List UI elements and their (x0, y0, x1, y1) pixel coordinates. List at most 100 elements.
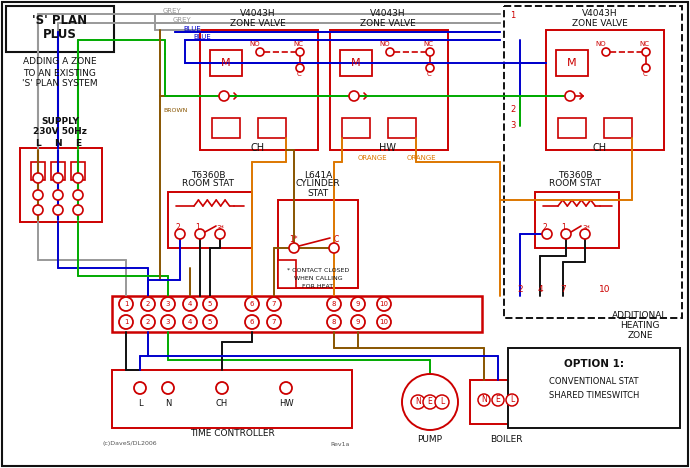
Circle shape (53, 173, 63, 183)
Text: 2: 2 (518, 285, 523, 294)
Bar (210, 50, 242, 76)
Circle shape (53, 205, 63, 215)
Circle shape (141, 297, 155, 311)
Circle shape (426, 48, 434, 56)
Text: 2: 2 (176, 224, 180, 233)
Text: CONVENTIONAL STAT: CONVENTIONAL STAT (549, 378, 639, 387)
Text: 1: 1 (510, 12, 515, 21)
Bar (20, 148, 102, 222)
Bar (388, 118, 416, 138)
Circle shape (119, 315, 133, 329)
Circle shape (327, 315, 341, 329)
Text: BOILER: BOILER (490, 436, 522, 445)
Text: TO AN EXISTING: TO AN EXISTING (23, 68, 97, 78)
Text: ZONE VALVE: ZONE VALVE (572, 19, 628, 28)
Circle shape (602, 48, 610, 56)
Circle shape (280, 382, 292, 394)
Text: 2: 2 (146, 301, 150, 307)
Bar (508, 348, 680, 428)
Text: OPTION 1:: OPTION 1: (564, 359, 624, 369)
Circle shape (245, 297, 259, 311)
Circle shape (289, 243, 299, 253)
Circle shape (203, 297, 217, 311)
Text: STAT: STAT (308, 189, 328, 197)
Bar (278, 260, 296, 288)
Text: M: M (351, 58, 361, 68)
Circle shape (53, 190, 63, 200)
Text: M: M (221, 58, 231, 68)
Text: ROOM STAT: ROOM STAT (182, 180, 234, 189)
Bar (71, 162, 85, 180)
Text: 1*: 1* (290, 235, 298, 244)
Circle shape (561, 229, 571, 239)
Text: N: N (415, 397, 421, 407)
Text: BROWN: BROWN (163, 108, 188, 112)
Circle shape (642, 64, 650, 72)
Circle shape (423, 395, 437, 409)
Text: 9: 9 (356, 301, 360, 307)
Text: 2: 2 (146, 319, 150, 325)
Text: SUPPLY: SUPPLY (41, 117, 79, 126)
Circle shape (565, 91, 575, 101)
Circle shape (73, 173, 83, 183)
Circle shape (386, 48, 394, 56)
Circle shape (219, 91, 229, 101)
Text: BLUE: BLUE (183, 26, 201, 32)
Text: V4043H: V4043H (371, 9, 406, 19)
Text: L: L (510, 395, 514, 404)
Text: 230V 50Hz: 230V 50Hz (33, 127, 87, 137)
Bar (535, 192, 619, 248)
Circle shape (351, 315, 365, 329)
Text: 7: 7 (272, 301, 276, 307)
Text: E: E (428, 397, 433, 407)
Text: (c)DaveS/DL2006: (c)DaveS/DL2006 (103, 441, 157, 446)
Text: V4043H: V4043H (582, 9, 618, 19)
Bar (330, 30, 448, 150)
Text: E: E (75, 139, 81, 147)
Text: 2: 2 (542, 224, 547, 233)
Bar (212, 118, 240, 138)
Text: N: N (481, 395, 487, 404)
Text: CH: CH (593, 143, 607, 153)
Text: ZONE VALVE: ZONE VALVE (230, 19, 286, 28)
Circle shape (216, 382, 228, 394)
Text: 9: 9 (356, 319, 360, 325)
Text: N: N (165, 400, 171, 409)
Bar (556, 50, 588, 76)
Text: V4043H: V4043H (240, 9, 276, 19)
Circle shape (426, 64, 434, 72)
Text: M: M (567, 58, 577, 68)
Circle shape (119, 297, 133, 311)
Circle shape (141, 315, 155, 329)
Text: PUMP: PUMP (417, 436, 442, 445)
Text: SHARED TIMESWITCH: SHARED TIMESWITCH (549, 392, 639, 401)
Text: ADDITIONAL: ADDITIONAL (612, 312, 668, 321)
Bar (51, 162, 65, 180)
Text: ROOM STAT: ROOM STAT (549, 180, 601, 189)
Circle shape (256, 48, 264, 56)
Text: CH: CH (216, 400, 228, 409)
Bar (504, 6, 682, 318)
Bar (258, 118, 286, 138)
Bar (340, 50, 372, 76)
Bar (168, 192, 252, 248)
Text: 6: 6 (250, 319, 254, 325)
Text: 7: 7 (272, 319, 276, 325)
Circle shape (161, 315, 175, 329)
Bar (31, 162, 45, 180)
Text: BLUE: BLUE (193, 34, 210, 40)
Circle shape (377, 297, 391, 311)
Text: 1: 1 (562, 224, 566, 233)
Text: 2: 2 (510, 105, 515, 115)
Bar (112, 370, 352, 428)
Text: 4: 4 (538, 285, 543, 294)
Text: GREY: GREY (173, 17, 192, 23)
Circle shape (245, 315, 259, 329)
Bar (342, 118, 370, 138)
Text: 10: 10 (380, 319, 388, 325)
Text: E: E (495, 395, 500, 404)
Circle shape (134, 382, 146, 394)
Text: NO: NO (380, 41, 391, 47)
Circle shape (349, 91, 359, 101)
Text: TIME CONTROLLER: TIME CONTROLLER (190, 430, 275, 439)
